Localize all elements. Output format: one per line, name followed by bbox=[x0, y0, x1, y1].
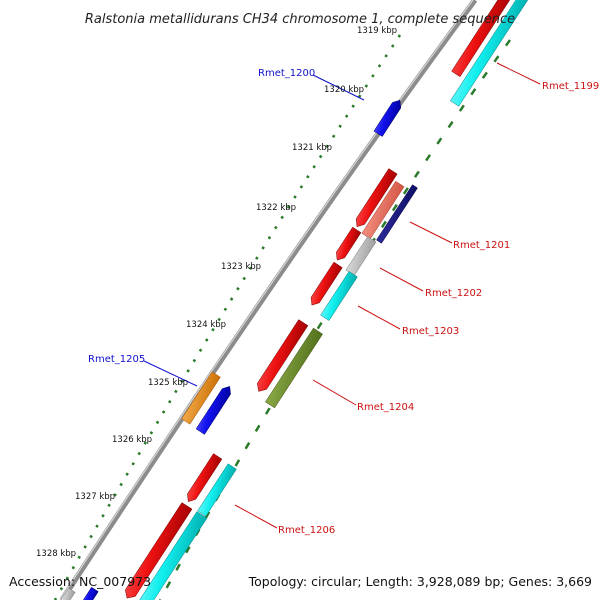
feature-arrow bbox=[181, 371, 221, 425]
feature-arrow bbox=[451, 0, 511, 78]
feature-rmet-1206-cyan[interactable] bbox=[197, 463, 237, 517]
kbp-label: 1324 kbp bbox=[186, 320, 226, 330]
kbp-label: 1323 kbp bbox=[221, 262, 261, 272]
gene-label-rmet-1200[interactable]: Rmet_1200 bbox=[258, 68, 315, 79]
feature-arrow bbox=[376, 184, 418, 244]
gene-label-rmet-1206[interactable]: Rmet_1206 bbox=[278, 525, 335, 536]
gene-label-rmet-1199[interactable]: Rmet_1199 bbox=[542, 81, 599, 92]
feature-arrow bbox=[197, 463, 237, 517]
gene-label-rmet-1204[interactable]: Rmet_1204 bbox=[357, 402, 414, 413]
feature-rmet-1205-blue[interactable] bbox=[195, 386, 231, 435]
feature-red-1204a[interactable] bbox=[257, 319, 309, 392]
genome-backbone-highlight bbox=[59, 0, 474, 600]
gene-label-rmet-1203[interactable]: Rmet_1203 bbox=[402, 326, 459, 337]
topology-text: Topology: circular; Length: 3,928,089 bp… bbox=[248, 574, 592, 589]
feature-arrow bbox=[310, 261, 343, 306]
feature-red-1203a[interactable] bbox=[310, 261, 343, 306]
callout-lines bbox=[143, 62, 541, 529]
feature-arrow bbox=[139, 511, 208, 600]
feature-rmet-1203-cyan[interactable] bbox=[320, 271, 358, 321]
kbp-label: 1321 kbp bbox=[292, 143, 332, 153]
feature-red-1202a[interactable] bbox=[336, 226, 362, 261]
feature-rmet-1201-red[interactable] bbox=[355, 168, 398, 228]
gene-labels: Rmet_1199 Rmet_1200 Rmet_1201 Rmet_1202 … bbox=[88, 68, 599, 536]
feature-cyan-bottom[interactable] bbox=[137, 511, 208, 600]
feature-grey-bottom[interactable] bbox=[60, 587, 76, 600]
feature-rmet-1205-orange[interactable] bbox=[181, 371, 221, 425]
kbp-dotted-track bbox=[53, 34, 402, 600]
gene-label-rmet-1205[interactable]: Rmet_1205 bbox=[88, 354, 145, 365]
inner-tick-track bbox=[158, 39, 512, 600]
page-title: Ralstonia metallidurans CH34 chromosome … bbox=[85, 12, 515, 27]
feature-arrow bbox=[82, 586, 99, 600]
feature-red-1206a[interactable] bbox=[187, 453, 223, 502]
feature-red-bottom[interactable] bbox=[125, 502, 193, 599]
feature-rmet-1200[interactable] bbox=[373, 99, 402, 137]
feature-arrow bbox=[336, 226, 362, 261]
kbp-label: 1322 kbp bbox=[256, 203, 296, 213]
feature-blue-bottom[interactable] bbox=[82, 586, 99, 600]
kbp-label: 1326 kbp bbox=[112, 435, 152, 445]
kbp-label: 1319 kbp bbox=[357, 26, 397, 36]
feature-arrow bbox=[125, 502, 193, 599]
feature-rmet-1201-navy[interactable] bbox=[376, 184, 418, 244]
feature-rmet-1199-cyan[interactable] bbox=[450, 0, 529, 107]
kbp-label: 1328 kbp bbox=[36, 549, 76, 559]
gene-label-rmet-1201[interactable]: Rmet_1201 bbox=[453, 240, 510, 251]
kbp-label: 1325 kbp bbox=[148, 378, 188, 388]
genome-backbone bbox=[59, 0, 478, 600]
feature-arrow bbox=[355, 168, 398, 228]
gene-label-rmet-1202[interactable]: Rmet_1202 bbox=[425, 288, 482, 299]
feature-arrow bbox=[60, 587, 76, 600]
feature-arrow bbox=[373, 99, 402, 137]
kbp-label: 1320 kbp bbox=[324, 85, 364, 95]
kbp-labels: 1319 kbp 1320 kbp 1321 kbp 1322 kbp 1323… bbox=[36, 26, 397, 559]
feature-arrow bbox=[320, 271, 358, 321]
feature-rmet-1199-red[interactable] bbox=[451, 0, 515, 78]
feature-arrow bbox=[195, 386, 231, 435]
feature-rmet-1204-olive[interactable] bbox=[265, 327, 323, 409]
accession-text: Accession: NC_007973 bbox=[9, 574, 151, 589]
feature-arrow bbox=[265, 327, 323, 409]
kbp-label: 1327 kbp bbox=[75, 492, 115, 502]
feature-arrow bbox=[257, 319, 309, 392]
feature-arrow bbox=[187, 453, 223, 502]
feature-arrow bbox=[450, 0, 529, 107]
